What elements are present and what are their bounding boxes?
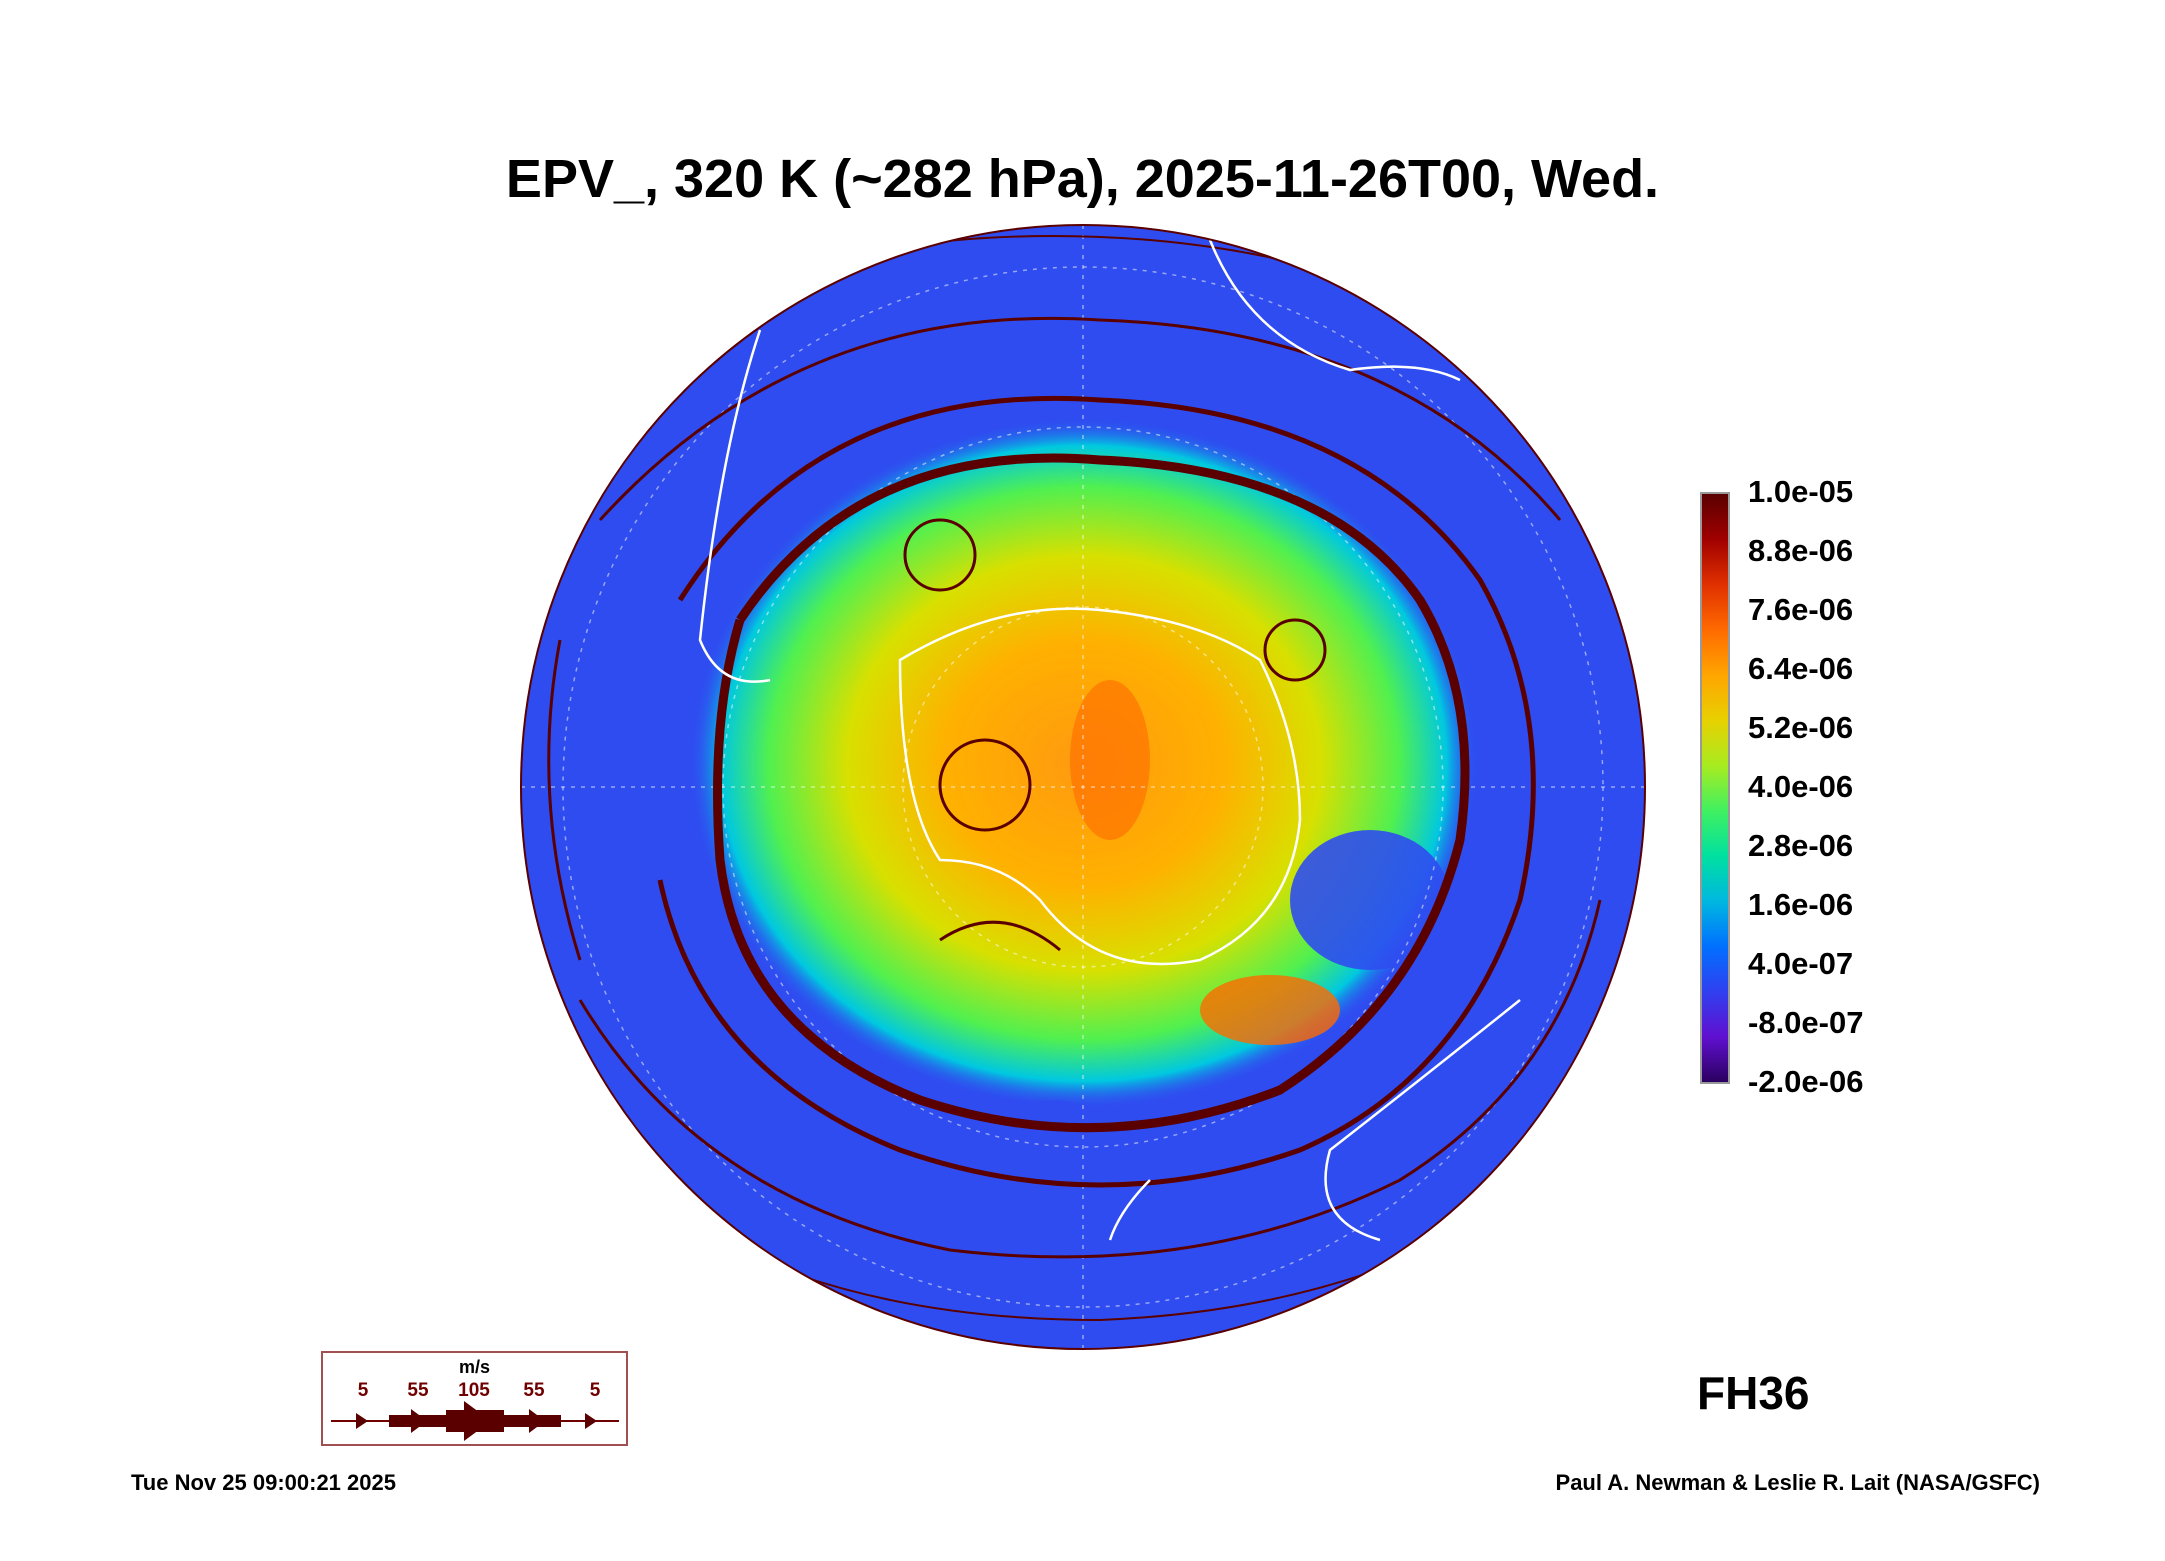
legend-speed: 55	[407, 1380, 429, 1401]
colorbar-tick: 6.4e-06	[1748, 651, 1854, 686]
colorbar-tick: 1.6e-06	[1748, 887, 1854, 922]
timestamp: Tue Nov 25 09:00:21 2025	[131, 1470, 396, 1495]
high-pv-patch	[1200, 975, 1340, 1045]
map-border	[520, 224, 1646, 1350]
forecast-hour-label: FH36	[1697, 1367, 1810, 1419]
coastlines	[698, 239, 1521, 1242]
legend-speed: 5	[357, 1380, 369, 1401]
colorbar-tick: 7.6e-06	[1748, 592, 1854, 627]
wind-speed-legend: m/s 5 55 105 55 5	[321, 1351, 628, 1446]
legend-speed: 5	[589, 1380, 601, 1401]
legend-speed: 105	[458, 1380, 490, 1401]
colorbar-tick: 8.8e-06	[1748, 533, 1854, 568]
colorbar-tick: 5.2e-06	[1748, 710, 1854, 745]
credit: Paul A. Newman & Leslie R. Lait (NASA/GS…	[1555, 1470, 2040, 1495]
colorbar-tick: 4.0e-07	[1748, 946, 1854, 981]
chart-title: EPV_, 320 K (~282 hPa), 2025-11-26T00, W…	[505, 149, 1660, 209]
legend-unit: m/s	[458, 1357, 491, 1377]
legend-arrow	[331, 1401, 619, 1441]
colorbar-tick: -2.0e-06	[1748, 1064, 1864, 1099]
colorbar-tick: 4.0e-06	[1748, 769, 1854, 804]
colorbar-tick: 2.8e-06	[1748, 828, 1854, 863]
colorbar	[1700, 492, 1730, 1084]
low-pv-patch	[1290, 830, 1450, 970]
graticule	[521, 225, 1645, 1349]
colorbar-tick: -8.0e-07	[1748, 1005, 1864, 1040]
legend-speed: 55	[523, 1380, 545, 1401]
high-pv-patch	[1070, 680, 1150, 840]
colorbar-tick: 1.0e-05	[1748, 474, 1854, 509]
